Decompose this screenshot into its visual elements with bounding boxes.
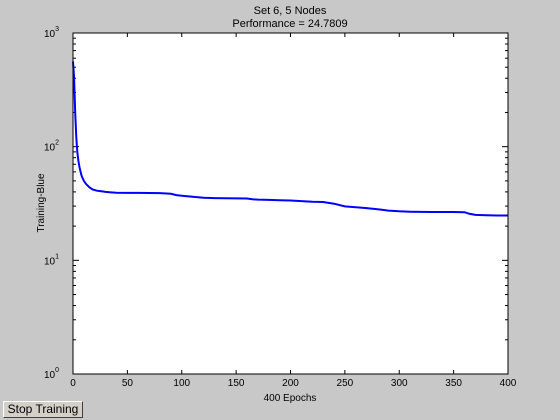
y-axis-label: Training-Blue xyxy=(36,173,47,233)
x-tick-label: 300 xyxy=(391,378,408,389)
x-tick-label: 200 xyxy=(282,378,299,389)
y-tick-label: 100 xyxy=(44,367,59,381)
y-tick-base: 10 xyxy=(44,143,56,154)
y-tick-base: 10 xyxy=(44,256,56,267)
y-tick-exponent: 2 xyxy=(55,140,59,147)
x-tick-label: 400 xyxy=(500,378,517,389)
x-tick-label: 250 xyxy=(337,378,354,389)
chart-subtitle: Performance = 24.7809 xyxy=(232,18,347,30)
training-curve-line xyxy=(72,61,508,217)
x-axis-label: 400 Epochs xyxy=(264,393,317,404)
x-tick-label: 50 xyxy=(122,378,134,389)
stop-training-button[interactable]: Stop Training xyxy=(3,401,83,418)
y-tick-exponent: 0 xyxy=(55,367,59,374)
y-tick-exponent: 3 xyxy=(55,26,59,33)
y-tick-label: 102 xyxy=(44,140,59,154)
x-tick-label: 0 xyxy=(70,378,76,389)
x-tick-label: 100 xyxy=(173,378,190,389)
y-tick-base: 10 xyxy=(44,370,56,381)
chart-title: Set 6, 5 Nodes xyxy=(254,5,327,17)
y-tick-exponent: 1 xyxy=(55,253,59,260)
x-tick-label: 350 xyxy=(445,378,462,389)
x-tick-label: 150 xyxy=(228,378,245,389)
y-tick-base: 10 xyxy=(44,29,56,40)
y-tick-label: 101 xyxy=(44,253,59,267)
plot-area xyxy=(73,33,508,374)
plot-frame xyxy=(72,32,509,375)
y-tick-label: 103 xyxy=(44,26,59,40)
